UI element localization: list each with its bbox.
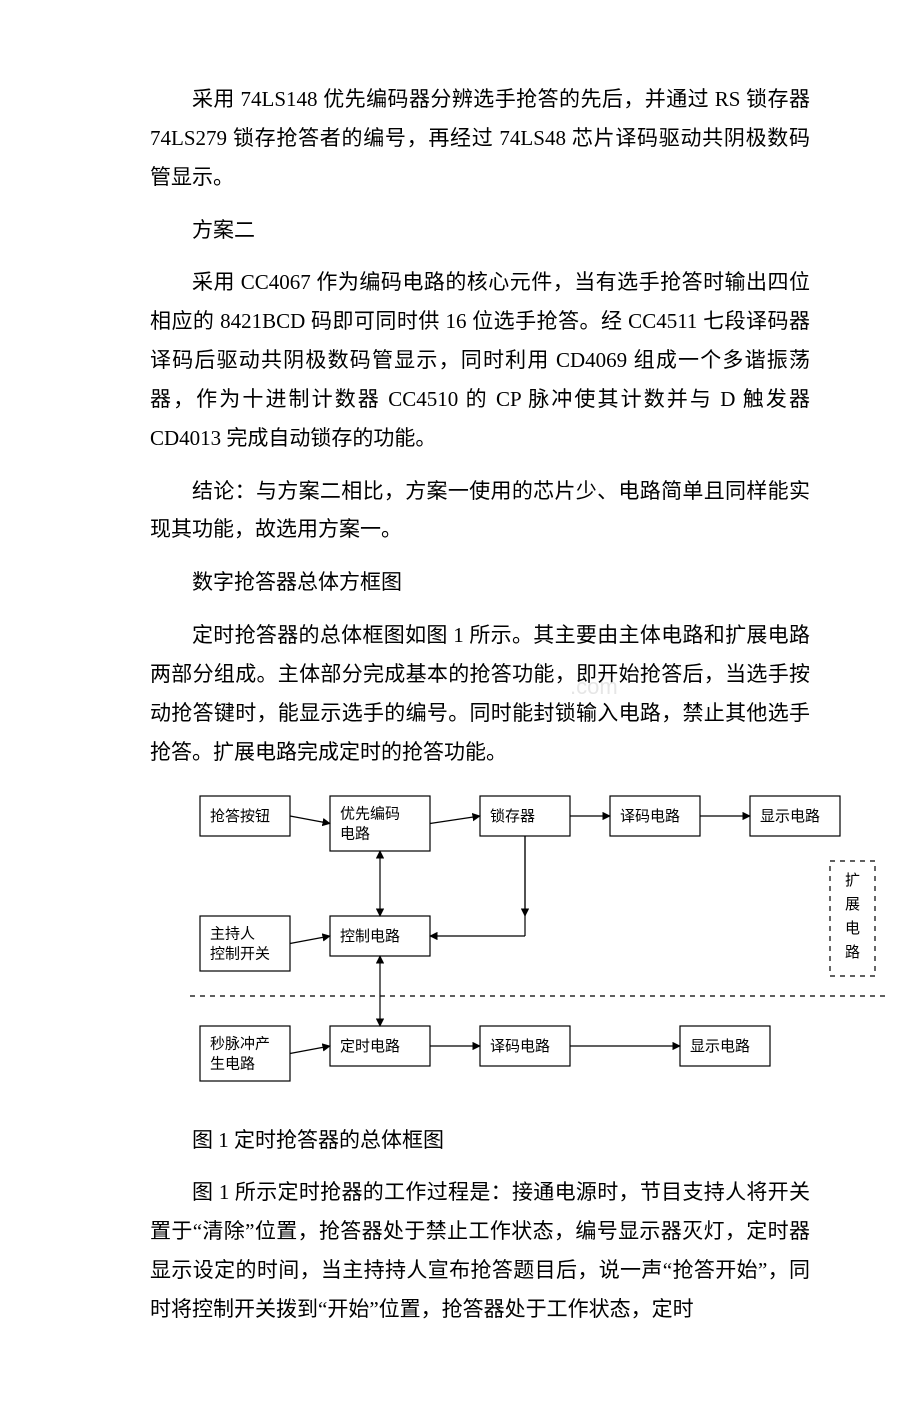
- figure-caption: 图 1 定时抢答器的总体框图: [150, 1121, 810, 1160]
- svg-text:定时电路: 定时电路: [340, 1038, 400, 1055]
- paragraph-1: 采用 74LS148 优先编码器分辨选手抢答的先后，并通过 RS 锁存器 74L…: [150, 80, 810, 197]
- svg-text:生电路: 生电路: [210, 1055, 255, 1072]
- svg-text:显示电路: 显示电路: [760, 808, 820, 825]
- svg-text:秒脉冲产: 秒脉冲产: [210, 1035, 270, 1052]
- svg-text:控制开关: 控制开关: [210, 945, 270, 962]
- paragraph-7: 图 1 所示定时抢器的工作过程是：接通电源时，节目支持人将开关置于“清除”位置，…: [150, 1173, 810, 1328]
- svg-text:抢答按钮: 抢答按钮: [210, 807, 270, 825]
- svg-text:主持人: 主持人: [210, 925, 255, 942]
- svg-text:优先编码: 优先编码: [340, 805, 400, 822]
- svg-text:锁存器: 锁存器: [490, 808, 535, 825]
- svg-text:扩: 扩: [845, 872, 860, 889]
- svg-text:展: 展: [845, 897, 860, 913]
- paragraph-4: 结论：与方案二相比，方案一使用的芯片少、电路简单且同样能实现其功能，故选用方案一…: [150, 472, 810, 550]
- svg-text:电: 电: [845, 920, 860, 937]
- heading-blockdiagram: 数字抢答器总体方框图: [150, 563, 810, 602]
- svg-text:译码电路: 译码电路: [620, 808, 680, 825]
- paragraph-6: 定时抢答器的总体框图如图 1 所示。其主要由主体电路和扩展电路两部分组成。主体部…: [150, 616, 810, 771]
- svg-text:控制电路: 控制电路: [340, 928, 400, 945]
- paragraph-3: 采用 CC4067 作为编码电路的核心元件，当有选手抢答时输出四位相应的 842…: [150, 263, 810, 457]
- svg-text:显示电路: 显示电路: [690, 1038, 750, 1055]
- heading-plan2: 方案二: [150, 211, 810, 250]
- svg-text:电路: 电路: [340, 825, 370, 842]
- svg-text:译码电路: 译码电路: [490, 1038, 550, 1055]
- svg-text:路: 路: [845, 944, 860, 961]
- block-diagram: 抢答按钮优先编码电路锁存器译码电路显示电路主持人控制开关控制电路秒脉冲产生电路定…: [190, 786, 810, 1111]
